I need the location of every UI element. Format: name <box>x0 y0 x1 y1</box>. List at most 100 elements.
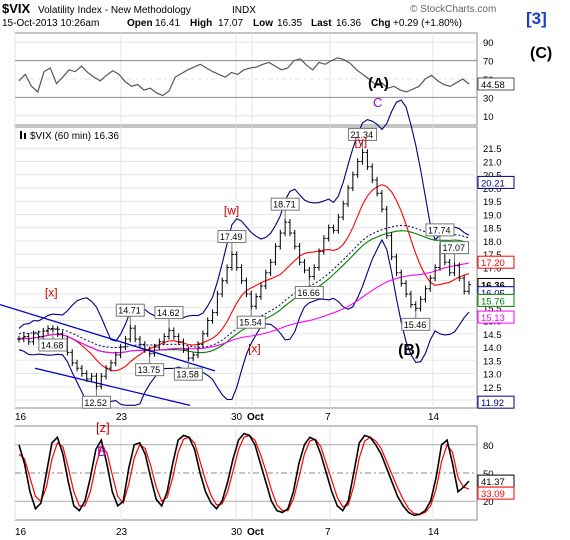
last-value-label: 15.13 <box>481 313 505 324</box>
x-tick-label-top: 23 <box>116 412 128 423</box>
price-label-box <box>425 223 455 237</box>
last-label: Last <box>311 18 332 29</box>
price-label-box <box>115 303 145 317</box>
last-value-label: 17.20 <box>481 258 505 269</box>
price-label: 17.07 <box>442 243 465 253</box>
wave-label: (A) <box>368 75 389 92</box>
x-tick-label-top: 7 <box>325 412 331 423</box>
price-label: 21.34 <box>351 130 374 140</box>
price-label: 17.49 <box>220 232 243 242</box>
x-tick-label-top: Oct <box>247 412 264 423</box>
copyright: © StockCharts.com <box>410 4 496 15</box>
stoch-tick-label: 80 <box>483 441 494 452</box>
price-label-box <box>135 363 165 377</box>
price-tick-label: 18.0 <box>483 237 502 248</box>
x-tick-label-bottom: Oct <box>247 527 264 538</box>
stochastic-series <box>18 432 470 517</box>
wave-label: [x] <box>45 286 58 300</box>
stoch-last-value: 41.37 <box>481 477 505 488</box>
stoch-tick-label: 20 <box>483 497 494 508</box>
price-label-box <box>439 241 469 255</box>
price-tick-label: 15.5 <box>483 303 502 314</box>
price-tick-label: 21.5 <box>483 144 502 155</box>
price-label: 16.66 <box>297 288 320 298</box>
stoch-fast-line <box>18 432 470 517</box>
rsi-tick-label: 30 <box>483 93 494 104</box>
wave-label-b: B <box>97 443 106 459</box>
price-tick-label: 13.0 <box>483 370 502 381</box>
x-tick-label-top: 14 <box>428 412 440 423</box>
rsi-panel <box>14 32 478 126</box>
price-tick-label: 14.0 <box>483 343 502 354</box>
price-tick-label: 19.0 <box>483 210 502 221</box>
x-tick-label-bottom: 14 <box>428 527 440 538</box>
low-label: Low <box>253 18 273 29</box>
x-tick-label-bottom: 30 <box>231 527 243 538</box>
last-value-label: 20.21 <box>481 178 505 189</box>
price-label-box <box>294 286 324 300</box>
last-value-label: 15.76 <box>481 296 505 307</box>
price-label: 12.52 <box>84 398 107 408</box>
price-tick-label: 20.0 <box>483 184 502 195</box>
wave-degree-label: [3] <box>526 9 547 28</box>
rsi-last-value: 44.58 <box>481 80 505 91</box>
price-series <box>0 99 471 406</box>
price-label: 14.68 <box>41 341 64 351</box>
price-panel-title: $VIX (60 min) 16.36 <box>30 131 119 142</box>
chg-label: Chg <box>371 18 390 29</box>
price-label-box <box>348 127 378 141</box>
bollinger-upper <box>18 99 470 342</box>
last-value-box <box>477 175 515 189</box>
x-tick-label-bottom: 7 <box>325 527 331 538</box>
bar-glyph-icon <box>24 133 26 139</box>
price-label-box <box>236 315 266 329</box>
price-label: 15.46 <box>404 320 427 330</box>
x-tick-label-bottom: 16 <box>15 527 27 538</box>
price-label: 14.71 <box>118 306 141 316</box>
price-tick-label: 19.5 <box>483 197 502 208</box>
header-symbol: $VIX <box>2 1 31 16</box>
stoch-last-box-2 <box>477 486 515 500</box>
price-label: 13.75 <box>138 365 161 375</box>
last-value: 16.36 <box>336 18 361 29</box>
rsi-line <box>18 57 470 97</box>
chg-value: +0.29 (+1.80%) <box>393 18 462 29</box>
price-label: 18.71 <box>273 200 296 210</box>
price-label: 14.62 <box>157 308 180 318</box>
price-label-box <box>217 230 247 244</box>
price-tick-label: 14.5 <box>483 330 502 341</box>
trendline-lower <box>34 367 191 406</box>
open-label: Open <box>127 18 153 29</box>
price-tick-label: 12.5 <box>483 383 502 394</box>
axis-labels: 16 16 23 23 30 30 Oct Oct 7 7 14 14 90 70 50 30 10 44.58 2… <box>15 38 515 538</box>
rsi-last-box <box>477 77 515 91</box>
price-tick-label: 17.0 <box>483 264 502 275</box>
header-datetime: 15-Oct-2013 10:26am <box>2 18 99 29</box>
last-value-label: 11.92 <box>481 398 504 409</box>
x-tick-label-bottom: 23 <box>116 527 128 538</box>
sma-magenta-line <box>18 262 470 354</box>
header-exchange: INDX <box>232 5 256 16</box>
rsi-tick-label: 70 <box>483 57 494 68</box>
price-label-box <box>401 317 431 331</box>
price-tick-label: 13.5 <box>483 356 502 367</box>
price-label-box <box>154 306 184 320</box>
price-label: 13.58 <box>176 370 199 380</box>
trendline-upper <box>0 303 216 372</box>
last-value-box <box>477 310 515 324</box>
wave-label: [w] <box>224 203 239 217</box>
low-value: 16.35 <box>277 18 302 29</box>
price-label: 17.74 <box>428 225 451 235</box>
high-value: 17.07 <box>218 18 243 29</box>
stoch-last-value-2: 33.09 <box>481 489 505 500</box>
stoch-tick-label: 50 <box>483 469 494 480</box>
wave-label-z: [z] <box>96 420 110 435</box>
price-label-box <box>173 367 203 381</box>
rsi-series <box>18 57 470 97</box>
open-value: 16.41 <box>155 18 180 29</box>
annotations: 14.68 12.52 14.71 13.75 14.62 13.58 17.49 15.54… <box>38 75 469 459</box>
rsi-tick-label: 90 <box>483 38 494 49</box>
wave-label: [y] <box>355 135 368 149</box>
high-label: High <box>190 18 212 29</box>
